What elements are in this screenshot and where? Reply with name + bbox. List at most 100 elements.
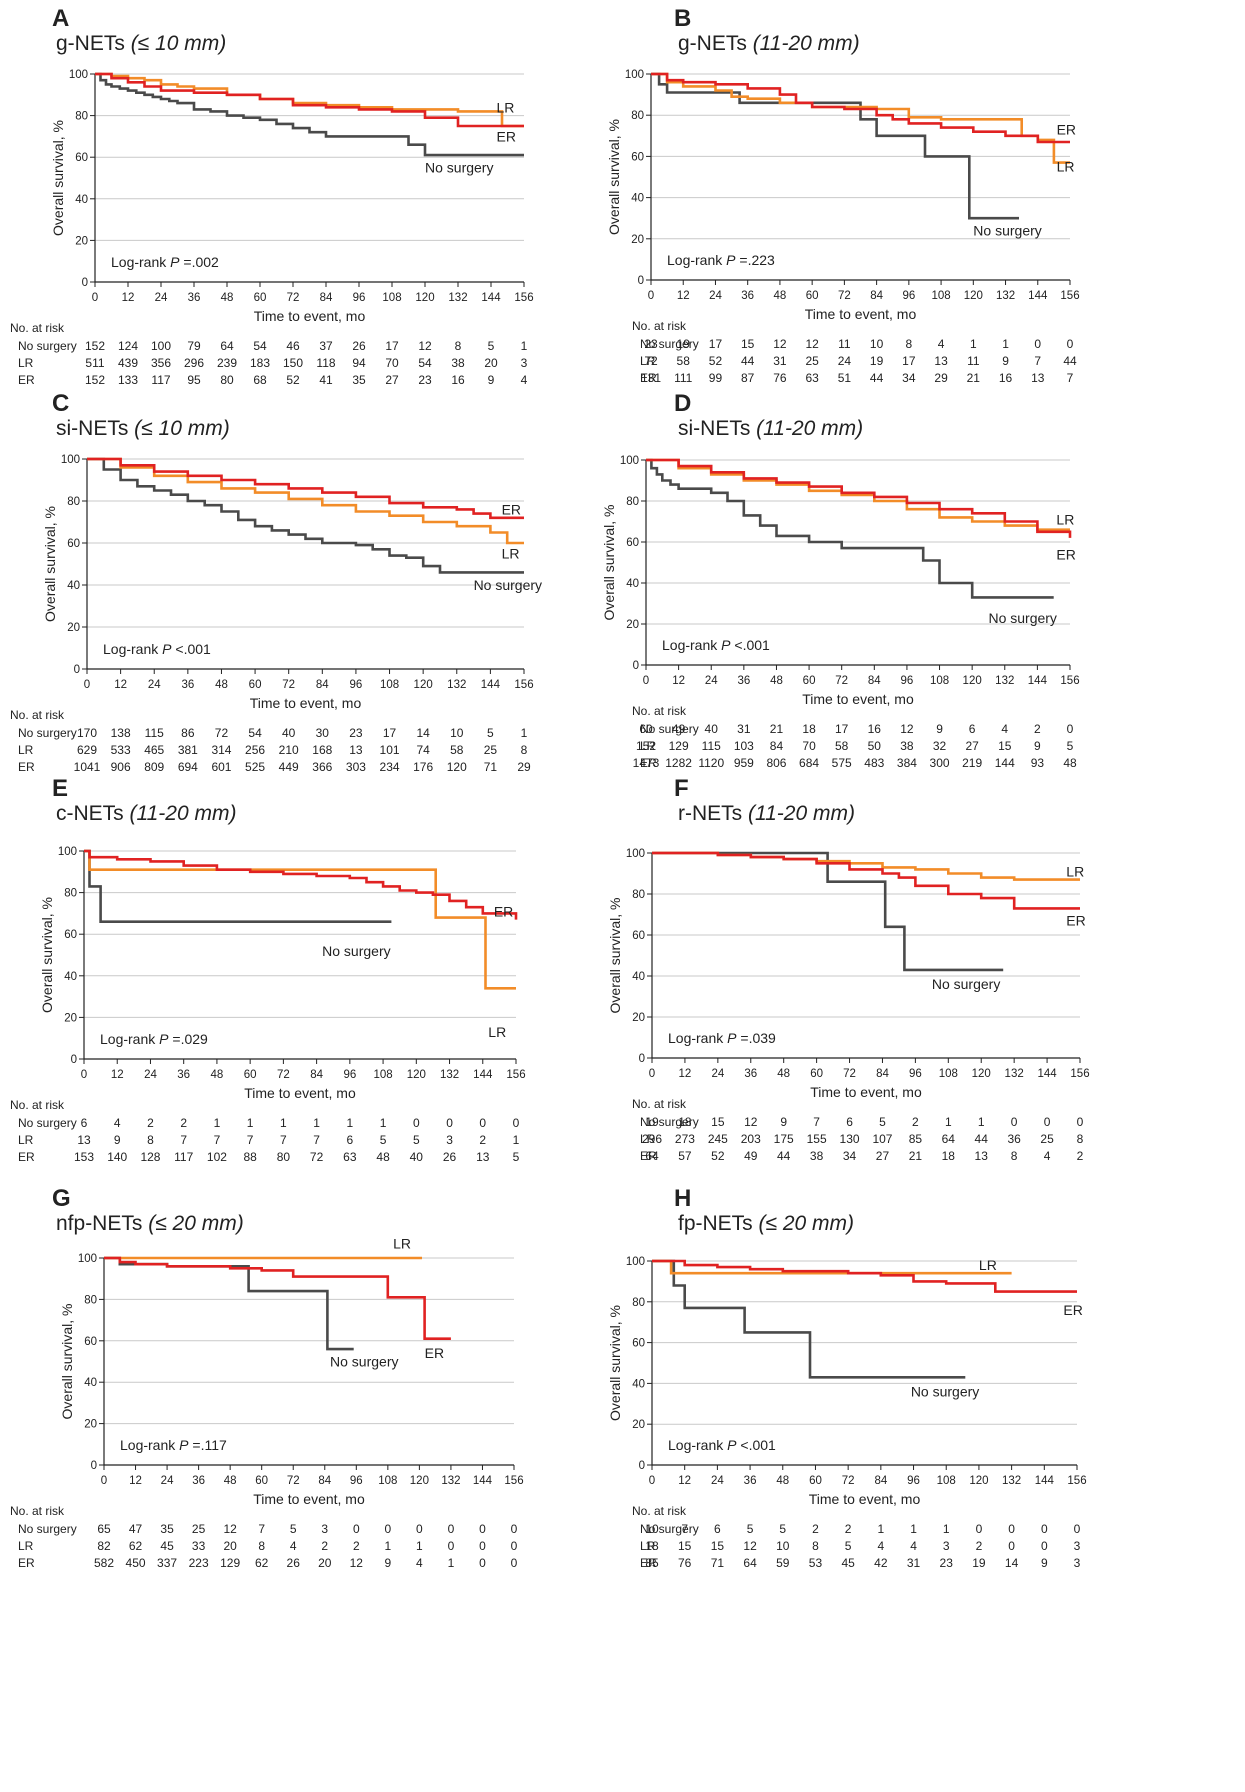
x-tick-label: 12 (678, 1475, 691, 1487)
panel-letter: A (52, 5, 69, 32)
risk-table-header: No. at risk (632, 1097, 687, 1111)
risk-value: 87 (741, 371, 755, 385)
risk-value: 7 (214, 1133, 221, 1147)
risk-row-label: No surgery (18, 726, 77, 740)
x-tick-label: 96 (343, 1069, 356, 1081)
x-tick-label: 120 (972, 1068, 991, 1080)
y-tick-label: 60 (626, 537, 639, 549)
x-tick-label: 144 (1028, 290, 1048, 302)
risk-value: 34 (843, 1149, 857, 1163)
risk-value: 906 (111, 760, 131, 774)
y-tick-label: 20 (632, 1419, 645, 1431)
risk-value: 300 (930, 756, 950, 770)
panel-letter: C (52, 390, 69, 417)
x-tick-label: 132 (440, 1069, 459, 1081)
risk-value: 88 (243, 1150, 257, 1164)
risk-value: 131 (641, 371, 661, 385)
x-tick-label: 24 (711, 1068, 724, 1080)
risk-value: 50 (868, 739, 882, 753)
x-tick-label: 36 (741, 290, 754, 302)
risk-value: 19 (645, 1115, 659, 1129)
risk-value: 25 (484, 743, 498, 757)
risk-value: 23 (940, 1556, 954, 1570)
risk-value: 809 (144, 760, 164, 774)
x-tick-label: 24 (155, 292, 168, 304)
y-axis-title: Overall survival, % (607, 1305, 623, 1421)
panel-title-subtitle: (≤ 20 mm) (759, 1212, 855, 1235)
risk-table-header: No. at risk (10, 1504, 65, 1518)
y-tick-label: 80 (64, 888, 77, 900)
risk-value: 23 (349, 726, 363, 740)
x-tick-label: 108 (931, 290, 950, 302)
risk-value: 8 (258, 1539, 265, 1553)
risk-value: 0 (976, 1522, 983, 1536)
risk-value: 9 (385, 1556, 392, 1570)
risk-value: 8 (147, 1133, 154, 1147)
risk-value: 12 (743, 1539, 757, 1553)
risk-value: 1 (878, 1522, 885, 1536)
logrank-p: P (727, 1030, 737, 1046)
x-tick-label: 36 (737, 675, 750, 687)
x-tick-label: 96 (907, 1475, 920, 1487)
risk-value: 0 (1067, 722, 1074, 736)
curve-label-ER: ER (494, 903, 513, 919)
risk-value: 153 (74, 1150, 94, 1164)
risk-value: 0 (385, 1522, 392, 1536)
risk-value: 10 (776, 1539, 790, 1553)
risk-row-label: LR (640, 739, 656, 753)
x-axis-title: Time to event, mo (253, 1491, 365, 1507)
risk-value: 111 (674, 371, 693, 385)
risk-value: 45 (841, 1556, 855, 1570)
risk-value: 16 (999, 371, 1013, 385)
risk-value: 1 (247, 1116, 254, 1130)
curve-label-ER: ER (425, 1345, 444, 1361)
risk-value: 8 (455, 339, 462, 353)
risk-value: 629 (77, 743, 97, 757)
x-tick-label: 24 (148, 679, 161, 691)
risk-value: 5 (513, 1150, 520, 1164)
risk-value: 18 (942, 1149, 956, 1163)
risk-value: 63 (805, 371, 819, 385)
risk-row-label: ER (18, 373, 35, 387)
risk-value: 5 (779, 1522, 786, 1536)
x-tick-label: 156 (506, 1069, 525, 1081)
x-tick-label: 108 (380, 679, 399, 691)
logrank-label: Log-rank (668, 1437, 727, 1453)
risk-value: 17 (902, 354, 916, 368)
curve-label-no-surgery: No surgery (932, 976, 1000, 992)
risk-value: 8 (1011, 1149, 1018, 1163)
risk-table-header: No. at risk (632, 704, 687, 718)
x-tick-label: 60 (244, 1069, 257, 1081)
risk-value: 7 (313, 1133, 320, 1147)
curve-label-no-surgery: No surgery (988, 610, 1056, 626)
risk-value: 71 (711, 1556, 725, 1570)
risk-value: 7 (813, 1115, 820, 1129)
risk-value: 25 (1040, 1132, 1054, 1146)
panel-title-main: nfp-NETs (56, 1212, 148, 1235)
risk-value: 48 (1063, 756, 1077, 770)
risk-value: 9 (1034, 739, 1041, 753)
risk-value: 296 (184, 356, 204, 370)
risk-value: 44 (1063, 354, 1077, 368)
risk-value: 15 (711, 1115, 725, 1129)
risk-value: 4 (416, 1556, 423, 1570)
risk-value: 0 (446, 1116, 453, 1130)
x-tick-label: 156 (514, 679, 533, 691)
risk-value: 4 (910, 1539, 917, 1553)
x-tick-label: 108 (382, 292, 401, 304)
risk-value: 17 (835, 722, 849, 736)
y-tick-label: 40 (631, 193, 644, 205)
risk-value: 12 (350, 1556, 364, 1570)
risk-value: 4 (290, 1539, 297, 1553)
x-tick-label: 72 (277, 1069, 290, 1081)
km-curve-ER (652, 1259, 1077, 1293)
risk-table-header: No. at risk (10, 321, 65, 335)
risk-row-label: ER (640, 1149, 657, 1163)
risk-value: 1 (521, 339, 528, 353)
km-curve-no-surgery (87, 457, 524, 574)
risk-value: 245 (708, 1132, 728, 1146)
y-tick-label: 60 (64, 929, 77, 941)
risk-value: 381 (178, 743, 198, 757)
risk-value: 806 (766, 756, 786, 770)
